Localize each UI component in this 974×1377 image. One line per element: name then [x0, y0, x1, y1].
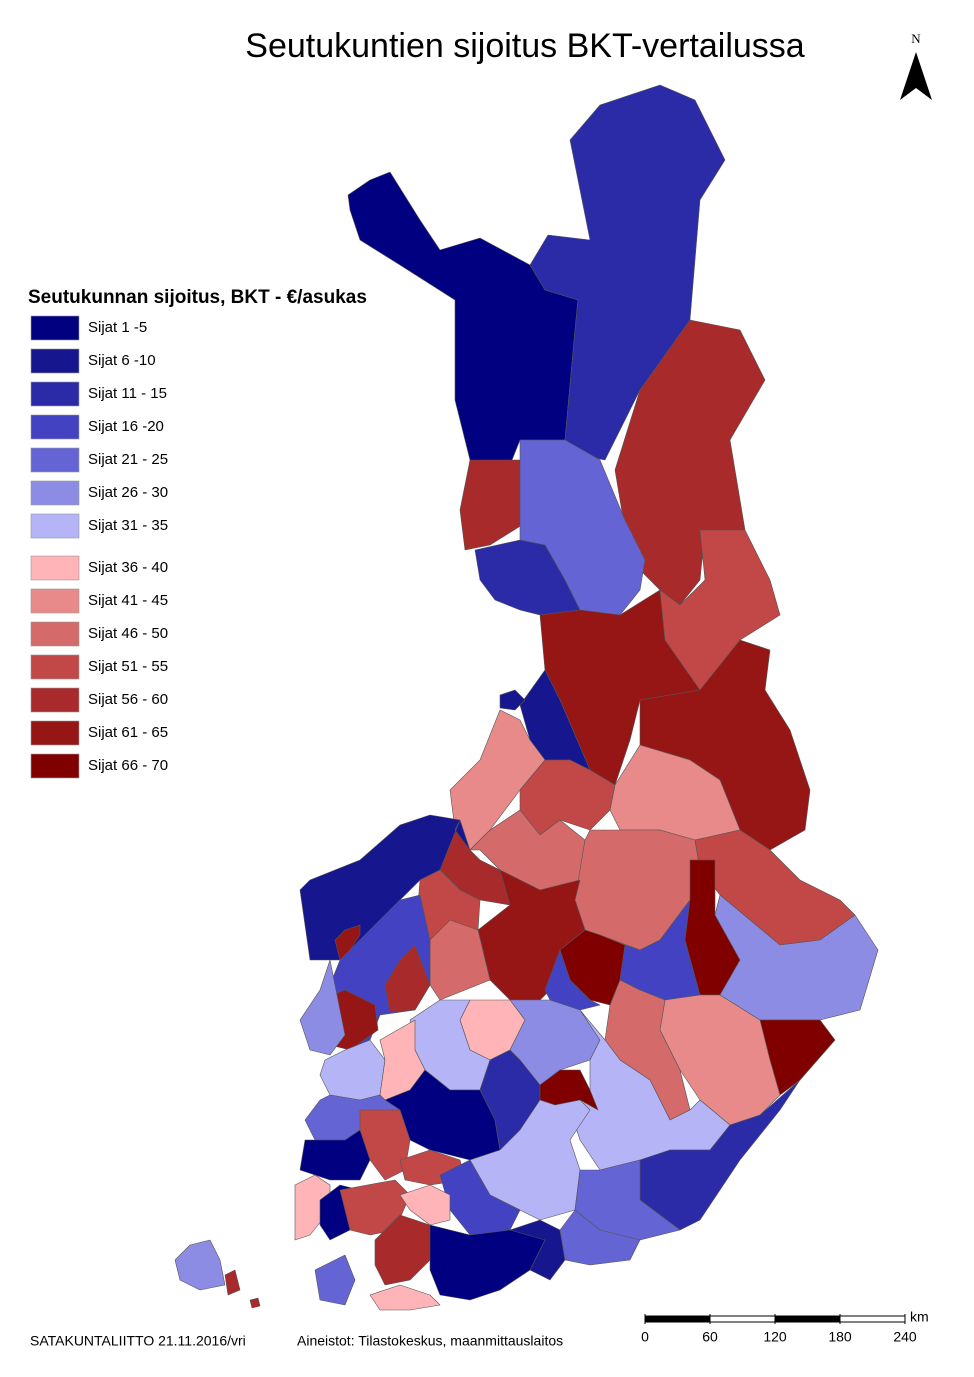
region [559, 1209, 641, 1266]
legend-label: Sijat 21 - 25 [88, 451, 168, 468]
map-title: Seutukuntien sijoitus BKT-vertailussa [245, 27, 804, 65]
scale-label: 0 [641, 1329, 649, 1345]
scale-label: 240 [893, 1329, 917, 1345]
region [347, 171, 579, 466]
scale-label: 60 [702, 1329, 718, 1345]
legend-label: Sijat 1 -5 [88, 319, 147, 336]
legend-swatch [30, 315, 80, 341]
legend-swatch [30, 555, 80, 581]
legend-swatch [30, 654, 80, 680]
north-arrow [900, 52, 932, 100]
north-label: N [911, 31, 921, 46]
footer-sources: Aineistot: Tilastokeskus, maanmittauslai… [297, 1333, 563, 1349]
legend-swatch [30, 480, 80, 506]
legend-label: Sijat 61 - 65 [88, 724, 168, 741]
legend-swatch [30, 447, 80, 473]
scale-segment [839, 1315, 906, 1323]
legend-swatch [30, 588, 80, 614]
legend-swatch [30, 720, 80, 746]
region [334, 924, 361, 961]
legend-label: Sijat 11 - 15 [88, 385, 167, 402]
region [614, 319, 766, 606]
region [369, 1284, 441, 1311]
legend-swatch [30, 621, 80, 647]
region [249, 1297, 261, 1309]
region [459, 459, 531, 551]
legend-swatch [30, 687, 80, 713]
legend-label: Sijat 56 - 60 [88, 691, 168, 708]
legend-label: Sijat 26 - 30 [88, 484, 168, 501]
scale-segment [709, 1315, 776, 1323]
region [224, 1269, 241, 1296]
legend-label: Sijat 6 -10 [88, 352, 156, 369]
region [529, 84, 726, 461]
scale-label: 120 [763, 1329, 787, 1345]
legend-title: Seutukunnan sijoitus, BKT - €/asukas [28, 287, 367, 308]
legend-swatch [30, 348, 80, 374]
legend-label: Sijat 46 - 50 [88, 625, 168, 642]
legend-label: Sijat 41 - 45 [88, 592, 168, 609]
legend-swatch [30, 414, 80, 440]
region [509, 1219, 566, 1281]
legend-swatch [30, 513, 80, 539]
scale-unit: km [910, 1309, 929, 1325]
region [299, 959, 346, 1056]
scale-segment [774, 1315, 841, 1323]
legend-label: Sijat 31 - 35 [88, 517, 168, 534]
region [429, 1224, 546, 1301]
legend-label: Sijat 51 - 55 [88, 658, 168, 675]
legend-swatch [30, 753, 80, 779]
region [439, 1159, 521, 1236]
legend-label: Sijat 16 -20 [88, 418, 164, 435]
scale-segment [644, 1315, 711, 1323]
legend-label: Sijat 66 - 70 [88, 757, 168, 774]
footer-credit: SATAKUNTALIITTO 21.11.2016/vri [30, 1333, 246, 1349]
legend-swatch [30, 381, 80, 407]
region [399, 1184, 451, 1226]
legend-label: Sijat 36 - 40 [88, 559, 168, 576]
legend: Sijat 1 -5 Sijat 6 -10 Sijat 11 - 15 Sijat … [30, 315, 168, 779]
scale-bar: 0 60 120 180 240 km [641, 1309, 929, 1345]
region [499, 689, 526, 711]
region [299, 1129, 371, 1181]
scale-label: 180 [828, 1329, 852, 1345]
region [314, 1254, 356, 1306]
region [174, 1239, 226, 1291]
regions [174, 84, 879, 1311]
region [384, 944, 431, 1013]
